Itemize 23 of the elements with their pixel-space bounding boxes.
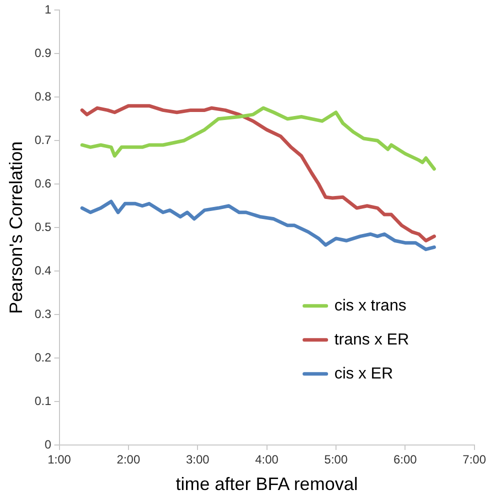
- x-tick-label: 1:00: [48, 452, 72, 467]
- y-tick-label: 0.6: [34, 176, 52, 190]
- y-tick-label: 0.3: [34, 306, 52, 321]
- y-tick-label: 0.7: [34, 132, 52, 147]
- legend-label: trans x ER: [334, 331, 410, 348]
- y-tick-label: 0.8: [34, 89, 52, 104]
- y-tick-label: 0.9: [34, 46, 52, 60]
- x-tick-label: 3:00: [186, 452, 210, 467]
- y-tick-label: 0.4: [34, 263, 52, 278]
- x-tick-label: 5:00: [324, 452, 348, 467]
- y-tick-label: 0.1: [34, 394, 52, 408]
- y-tick-label: 0.5: [34, 220, 52, 234]
- y-axis-title: Pearson's Correlation: [6, 141, 26, 314]
- x-tick-label: 4:00: [255, 452, 279, 467]
- x-axis-title: time after BFA removal: [176, 474, 358, 494]
- x-tick-label: 2:00: [116, 452, 140, 467]
- legend-label: cis x trans: [334, 297, 406, 314]
- y-tick-label: 0: [44, 437, 52, 452]
- y-tick-label: 0.2: [34, 350, 52, 364]
- y-tick-label: 1: [44, 2, 52, 17]
- x-tick-label: 7:00: [462, 452, 486, 467]
- x-tick-label: 6:00: [393, 452, 418, 467]
- legend-label: cis x ER: [334, 365, 393, 382]
